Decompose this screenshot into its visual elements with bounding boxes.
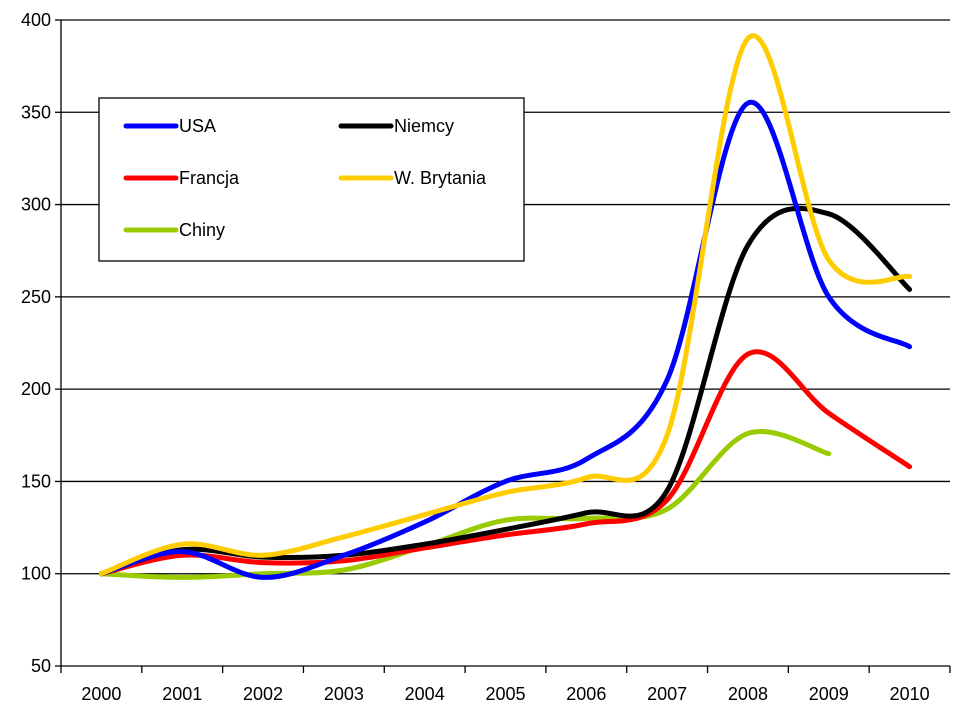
x-tick-label: 2005 xyxy=(485,684,525,704)
x-tick-label: 2000 xyxy=(81,684,121,704)
x-tick-label: 2001 xyxy=(162,684,202,704)
legend-label-chiny: Chiny xyxy=(179,220,225,240)
series-lines xyxy=(98,33,913,580)
x-tick-label: 2010 xyxy=(890,684,930,704)
series-line-francja xyxy=(98,349,913,577)
x-tick-label: 2004 xyxy=(405,684,445,704)
legend-label-w-brytania: W. Brytania xyxy=(394,168,487,188)
series-line-usa xyxy=(98,100,913,580)
x-tick-label: 2002 xyxy=(243,684,283,704)
axes: 50 100 150 200 250 300 350 400 2000 2001 2002 2003 2… xyxy=(21,10,951,704)
y-tick-label: 250 xyxy=(21,287,51,307)
x-tick-label: 2009 xyxy=(809,684,849,704)
x-tick-label: 2008 xyxy=(728,684,768,704)
y-tick-label: 150 xyxy=(21,471,51,491)
legend-label-francja: Francja xyxy=(179,168,240,188)
x-tick-label: 2003 xyxy=(324,684,364,704)
y-tick-label: 100 xyxy=(21,564,51,584)
legend-label-usa: USA xyxy=(179,116,216,136)
y-tick-label: 300 xyxy=(21,195,51,215)
series-line-chiny xyxy=(98,429,832,580)
y-tick-label: 200 xyxy=(21,379,51,399)
x-tick-label: 2006 xyxy=(566,684,606,704)
y-tick-label: 350 xyxy=(21,102,51,122)
y-tick-label: 400 xyxy=(21,10,51,30)
y-tick-label: 50 xyxy=(31,656,51,676)
x-tick-label: 2007 xyxy=(647,684,687,704)
legend: USA Niemcy Francja W. Brytania Chiny xyxy=(98,97,525,262)
legend-label-niemcy: Niemcy xyxy=(394,116,454,136)
series-line-w-brytania xyxy=(98,33,913,577)
